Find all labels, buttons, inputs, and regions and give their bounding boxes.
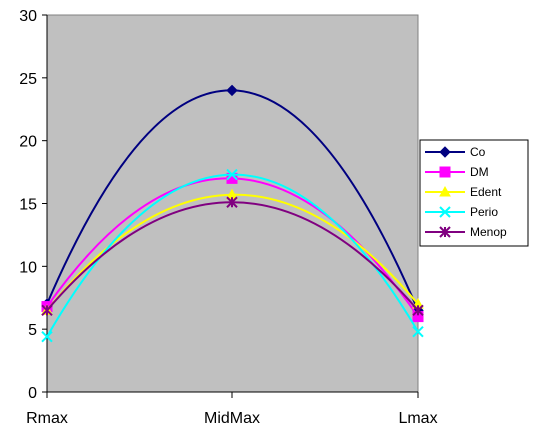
- legend-item: Menop: [425, 225, 507, 239]
- legend-item: Co: [425, 145, 486, 159]
- legend-label: DM: [470, 165, 489, 179]
- data-point-marker: [41, 304, 53, 317]
- data-point-marker: [226, 196, 238, 208]
- data-point-marker: [439, 206, 451, 218]
- y-tick-label: 5: [28, 322, 37, 339]
- x-axis: Rmax MidMax Lmax: [26, 391, 438, 427]
- data-point-marker: [226, 168, 238, 181]
- legend-item: Perio: [425, 205, 498, 219]
- y-tick-label: 10: [19, 259, 37, 276]
- legend-item: DM: [425, 165, 489, 179]
- x-tick-label: Lmax: [398, 410, 437, 427]
- legend-label: Edent: [470, 185, 502, 199]
- y-tick-label: 15: [19, 197, 37, 214]
- data-point-marker: [412, 304, 424, 317]
- legend-label: Perio: [470, 205, 498, 219]
- data-point-marker: [439, 166, 451, 178]
- legend: Co DM Edent Perio Menop: [419, 139, 529, 247]
- y-axis: 0 5 10 15 20 25 30: [19, 8, 48, 402]
- y-tick-label: 0: [28, 385, 37, 402]
- series-menop: [41, 196, 424, 317]
- legend-label: Menop: [470, 225, 507, 239]
- data-point-marker: [439, 146, 451, 158]
- data-point-marker: [439, 226, 451, 238]
- x-tick-label: Rmax: [26, 410, 68, 427]
- y-tick-label: 25: [19, 71, 37, 88]
- series-layer: [41, 84, 424, 343]
- data-point-marker: [439, 185, 451, 197]
- legend-label: Co: [470, 145, 486, 159]
- y-tick-label: 20: [19, 134, 37, 151]
- legend-item: Edent: [425, 185, 502, 199]
- x-tick-label: MidMax: [204, 410, 260, 427]
- data-point-marker: [412, 325, 424, 338]
- y-tick-label: 30: [19, 8, 37, 25]
- data-point-marker: [226, 84, 238, 97]
- data-point-marker: [41, 330, 53, 343]
